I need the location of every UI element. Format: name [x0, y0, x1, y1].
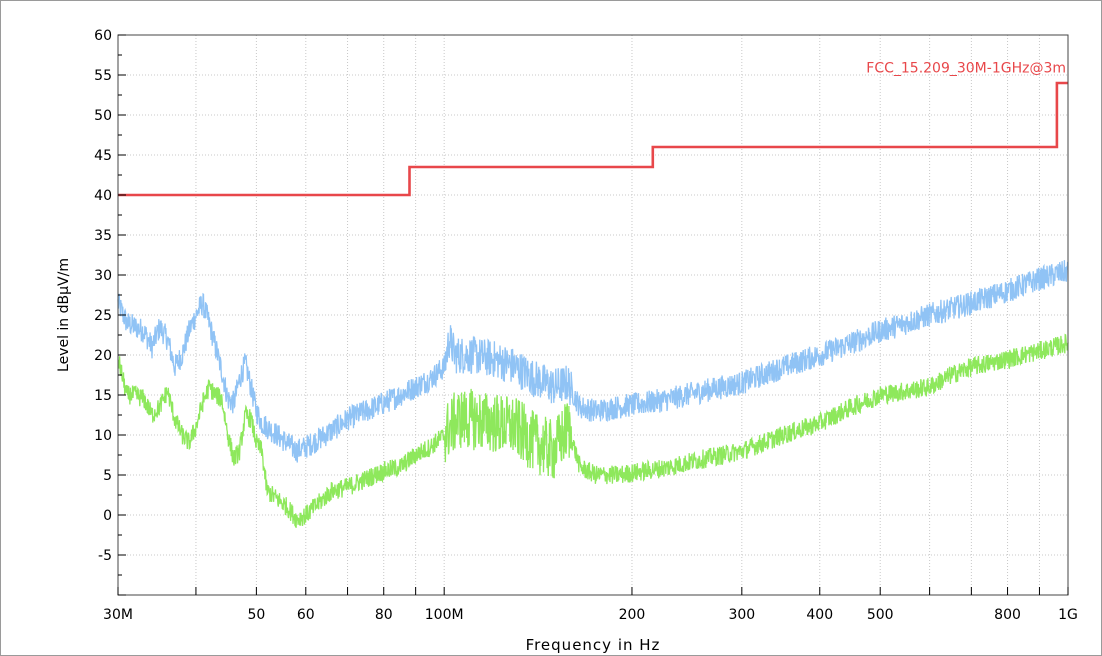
limit-label: FCC_15.209_30M-1GHz@3m — [866, 61, 1066, 77]
y-tick-label: 20 — [94, 348, 112, 364]
x-tick-label: 500 — [867, 607, 894, 623]
x-tick-label: 200 — [619, 607, 646, 623]
x-tick-label: 800 — [994, 607, 1021, 623]
y-tick-label: 0 — [103, 508, 112, 524]
series-1-trace — [117, 260, 1069, 463]
x-tick-label: 300 — [728, 607, 755, 623]
y-axis-title: Level in dBµV/m — [56, 258, 72, 372]
x-tick-label: 100M — [425, 607, 464, 623]
limit-layer — [118, 81, 1068, 197]
y-tick-label: 60 — [94, 28, 112, 44]
y-tick-label: 30 — [94, 268, 112, 284]
y-tick-label: 10 — [94, 428, 112, 444]
y-tick-label: 35 — [94, 228, 112, 244]
x-tick-label: 80 — [375, 607, 393, 623]
series-layer — [117, 260, 1069, 529]
x-tick-label: 30M — [103, 607, 133, 623]
x-tick-label: 1G — [1058, 607, 1078, 623]
y-tick-label: 40 — [94, 188, 112, 204]
limit-line — [118, 81, 1068, 197]
y-tick-label: 25 — [94, 308, 112, 324]
x-axis-title: Frequency in Hz — [526, 636, 661, 654]
y-tick-label: 15 — [94, 388, 112, 404]
y-tick-label: 50 — [94, 108, 112, 124]
x-tick-label: 60 — [297, 607, 315, 623]
y-tick-label: 55 — [94, 68, 112, 84]
x-tick-label: 400 — [806, 607, 833, 623]
x-tick-label: 50 — [247, 607, 265, 623]
y-tick-label: 5 — [103, 468, 112, 484]
y-tick-label: -5 — [98, 548, 112, 564]
series-2-trace — [117, 333, 1069, 529]
y-tick-label: 45 — [94, 148, 112, 164]
